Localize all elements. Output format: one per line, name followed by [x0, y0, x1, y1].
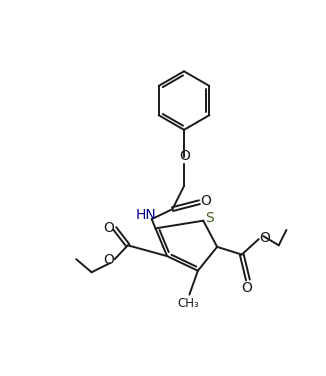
Text: O: O [241, 280, 252, 295]
Text: O: O [103, 221, 114, 235]
Text: CH₃: CH₃ [177, 297, 199, 309]
Text: HN: HN [135, 208, 156, 222]
Text: O: O [259, 231, 270, 246]
Text: O: O [200, 194, 211, 208]
Text: O: O [103, 253, 114, 267]
Text: S: S [205, 211, 214, 224]
Text: O: O [179, 149, 190, 163]
